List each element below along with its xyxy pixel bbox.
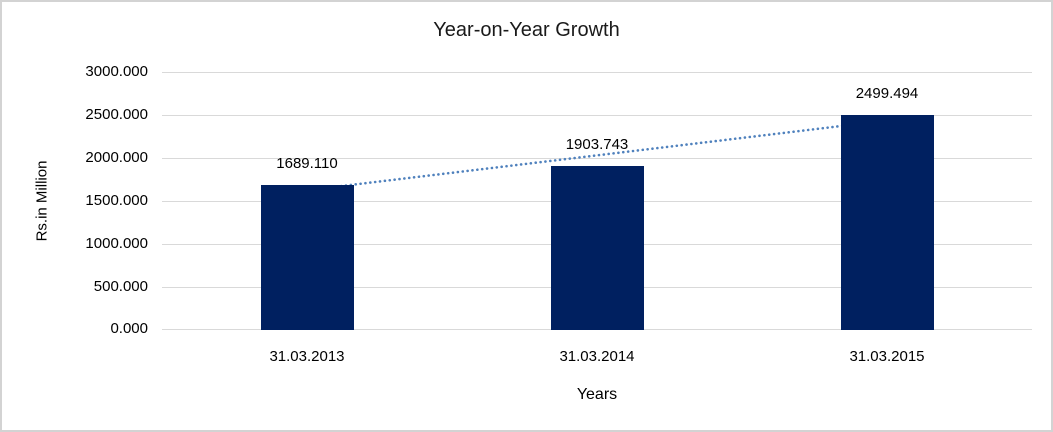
- plot-area: 1689.110 1903.743 2499.494: [162, 72, 1032, 330]
- y-tick-label: 2500.000: [85, 106, 148, 123]
- x-axis-title: Years: [576, 386, 618, 403]
- y-tick-label: 500.000: [93, 278, 148, 295]
- y-tick-label: 0.000: [110, 320, 148, 337]
- bar-data-label: 2499.494: [855, 85, 919, 102]
- x-tick-label: 31.03.2015: [849, 348, 925, 365]
- bar: [261, 185, 354, 330]
- y-tick-label: 3000.000: [85, 63, 148, 80]
- gridline: [162, 72, 1032, 73]
- trendline: [305, 119, 889, 192]
- bar-data-label: 1903.743: [565, 136, 629, 153]
- y-tick-label: 1000.000: [85, 235, 148, 252]
- bar-data-label: 1689.110: [276, 155, 338, 172]
- bar: [551, 166, 644, 330]
- gridline: [162, 115, 1032, 116]
- x-tick-label: 31.03.2014: [559, 348, 635, 365]
- x-tick-label: 31.03.2013: [269, 348, 345, 365]
- chart-title: Year-on-Year Growth: [433, 19, 620, 41]
- bar: [841, 115, 934, 330]
- y-tick-label: 2000.000: [85, 149, 148, 166]
- y-tick-label: 1500.000: [85, 192, 148, 209]
- gridline: [162, 158, 1032, 159]
